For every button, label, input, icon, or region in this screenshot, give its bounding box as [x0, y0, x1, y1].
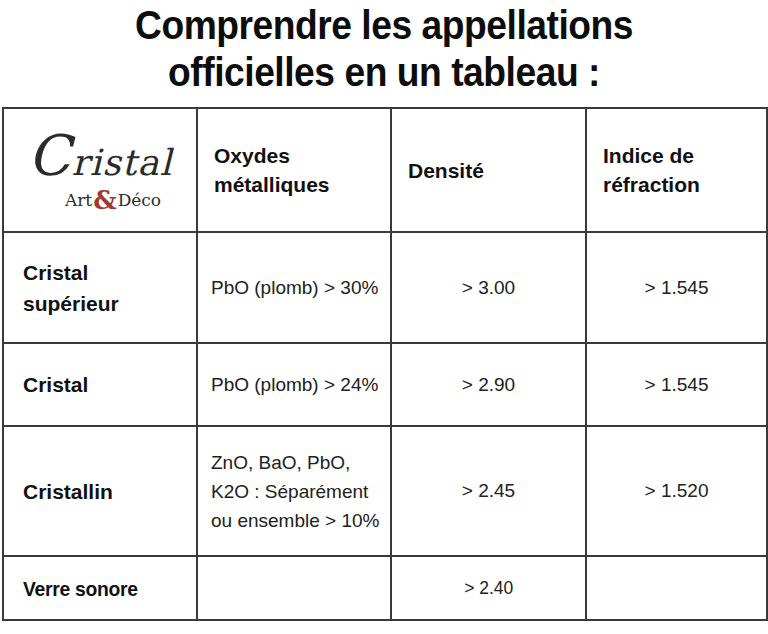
table-row-verre-sonore: Verre sonore > 2.40 [3, 556, 767, 620]
cell-densite: > 2.45 [391, 426, 586, 556]
page-title: Comprendre les appellations officielles … [0, 0, 768, 96]
cell-densite-text: > 2.40 [464, 577, 513, 599]
cell-oxydes: PbO (plomb) > 24% [197, 343, 391, 426]
cristal-art-deco-logo: Cristal Art&Déco [28, 127, 172, 213]
column-header-indice: Indice de réfraction [586, 108, 767, 232]
row-label: Verre sonore [3, 556, 197, 620]
logo-subtitle-suffix: Déco [118, 190, 161, 210]
page-title-line-1: Comprendre les appellations [27, 2, 741, 49]
cell-oxydes: PbO (plomb) > 30% [197, 232, 391, 343]
cell-oxydes [197, 556, 391, 620]
cell-densite: > 2.40 [391, 556, 586, 620]
logo-subtitle: Art&Déco [28, 187, 172, 213]
header-row: Cristal Art&Déco Oxydes métalliques Dens… [3, 108, 767, 232]
cell-densite: > 2.90 [391, 343, 586, 426]
column-header-oxydes: Oxydes métalliques [197, 108, 391, 232]
table-row-cristal-superieur: Cristal supérieur PbO (plomb) > 30% > 3.… [3, 232, 767, 343]
logo-subtitle-prefix: Art [65, 190, 92, 210]
logo-cell: Cristal Art&Déco [3, 108, 197, 232]
page-title-line-2: officielles en un tableau : [27, 49, 741, 96]
row-label-text: Verre sonore [23, 573, 138, 604]
cell-indice: > 1.520 [586, 426, 767, 556]
logo-ampersand: & [92, 185, 117, 215]
cell-densite: > 3.00 [391, 232, 586, 343]
row-label: Cristal [3, 343, 197, 426]
cell-oxydes: ZnO, BaO, PbO, K2O : Séparément ou ensem… [197, 426, 391, 556]
cell-indice: > 1.545 [586, 343, 767, 426]
column-header-densite: Densité [391, 108, 586, 232]
table-row-cristallin: Cristallin ZnO, BaO, PbO, K2O : Séparéme… [3, 426, 767, 556]
cell-indice: > 1.545 [586, 232, 767, 343]
table-row-cristal: Cristal PbO (plomb) > 24% > 2.90 > 1.545 [3, 343, 767, 426]
logo-brand-name: Cristal [28, 127, 172, 186]
row-label: Cristallin [3, 426, 197, 556]
row-label: Cristal supérieur [3, 232, 197, 343]
appellations-table: Cristal Art&Déco Oxydes métalliques Dens… [2, 107, 768, 621]
cell-indice [586, 556, 767, 620]
